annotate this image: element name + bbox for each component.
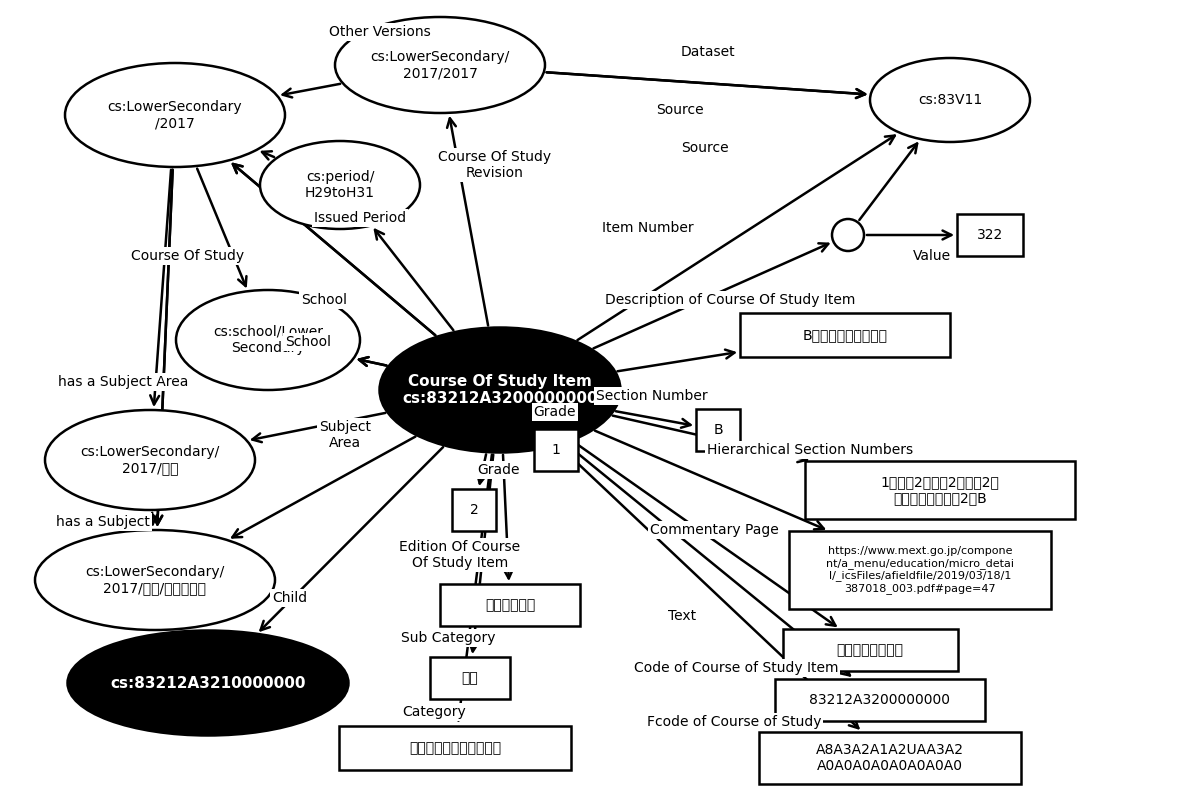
Ellipse shape [870, 58, 1030, 142]
Bar [782, 629, 958, 671]
Text: has a Subject Area: has a Subject Area [58, 375, 189, 389]
Bar [696, 409, 740, 451]
Bar [339, 726, 571, 770]
Text: cs:LowerSecondary/
2017/2017: cs:LowerSecondary/ 2017/2017 [370, 50, 509, 80]
Text: Sub Category: Sub Category [401, 631, 495, 645]
Ellipse shape [68, 631, 348, 735]
Text: A8A3A2A1A2UAA3A2
A0A0A0A0A0A0A0A0: A8A3A2A1A2UAA3A2 A0A0A0A0A0A0A0A0 [815, 743, 964, 773]
Text: Course Of Study
Revision: Course Of Study Revision [438, 150, 552, 180]
Text: cs:LowerSecondary/
2017/社会/地理的分野: cs:LowerSecondary/ 2017/社会/地理的分野 [85, 565, 224, 595]
Text: cs:83V11: cs:83V11 [918, 93, 982, 107]
Bar [789, 531, 1050, 609]
Bar [430, 657, 510, 699]
Text: B: B [713, 423, 723, 437]
Text: School: School [285, 335, 331, 349]
Text: 一部改正なし: 一部改正なし [484, 598, 535, 612]
Text: 322: 322 [977, 228, 1003, 242]
Ellipse shape [380, 328, 620, 452]
Text: Item Number: Item Number [602, 221, 694, 235]
Text: Source: Source [681, 141, 729, 155]
Text: Source: Source [656, 103, 704, 117]
Text: cs:period/
H29toH31: cs:period/ H29toH31 [305, 170, 375, 200]
Bar [775, 679, 985, 721]
Ellipse shape [832, 219, 864, 251]
Text: Text: Text [668, 609, 696, 623]
Text: cs:83212A3210000000: cs:83212A3210000000 [110, 675, 306, 691]
Text: Fcode of Course of Study: Fcode of Course of Study [647, 715, 821, 729]
Text: 目標及び内容（大項目）: 目標及び内容（大項目） [410, 741, 501, 755]
Text: Other Versions: Other Versions [329, 25, 431, 39]
Ellipse shape [176, 290, 360, 390]
Bar [534, 429, 578, 471]
Bar [758, 732, 1021, 784]
Text: https://www.mext.go.jp/compone
nt/a_menu/education/micro_detai
l/_icsFiles/afiel: https://www.mext.go.jp/compone nt/a_menu… [826, 546, 1014, 594]
Ellipse shape [335, 17, 545, 113]
Bar [452, 489, 496, 531]
Text: Edition Of Course
Of Study Item: Edition Of Course Of Study Item [400, 540, 521, 570]
Ellipse shape [34, 530, 275, 630]
Text: 2: 2 [470, 503, 478, 517]
Text: Value: Value [913, 249, 951, 263]
Bar [805, 461, 1075, 519]
Text: Grade: Grade [477, 463, 519, 477]
Ellipse shape [260, 141, 420, 229]
Bar [440, 584, 580, 626]
Text: Hierarchical Section Numbers: Hierarchical Section Numbers [707, 443, 913, 457]
Text: Course Of Study Item
cs:83212A3200000000: Course Of Study Item cs:83212A3200000000 [402, 374, 598, 406]
Text: Subject
Area: Subject Area [319, 420, 372, 450]
Text: School: School [301, 293, 347, 307]
Text: Course Of Study: Course Of Study [132, 249, 245, 263]
Text: Grade: Grade [534, 405, 576, 419]
Text: Section Number: Section Number [596, 389, 707, 403]
Text: cs:LowerSecondary
/2017: cs:LowerSecondary /2017 [108, 100, 242, 130]
Ellipse shape [65, 63, 285, 167]
Bar [957, 214, 1023, 256]
Text: 1章／第2章／第2節／第2／
［地理的分野］／2／B: 1章／第2章／第2節／第2／ ［地理的分野］／2／B [881, 475, 999, 505]
Text: 83212A3200000000: 83212A3200000000 [810, 693, 951, 707]
Text: Issued Period: Issued Period [313, 211, 406, 225]
Text: cs:LowerSecondary/
2017/社会: cs:LowerSecondary/ 2017/社会 [81, 445, 220, 475]
Text: Category: Category [402, 705, 465, 719]
Bar [740, 313, 950, 357]
Text: cs:school/Lower
Secondary: cs:school/Lower Secondary [212, 325, 323, 355]
Ellipse shape [45, 410, 255, 510]
Text: has a Subject: has a Subject [56, 515, 150, 529]
Text: Description of Course Of Study Item: Description of Course Of Study Item [605, 293, 855, 307]
Text: Child: Child [273, 591, 307, 605]
Text: 世界の様々な地域: 世界の様々な地域 [837, 643, 903, 657]
Text: 1: 1 [552, 443, 560, 457]
Text: Code of Course of Study Item: Code of Course of Study Item [634, 661, 838, 675]
Text: Dataset: Dataset [680, 45, 735, 59]
Text: 内容: 内容 [462, 671, 478, 685]
Text: B　世界の様々な地域: B 世界の様々な地域 [802, 328, 888, 342]
Text: Commentary Page: Commentary Page [649, 523, 779, 537]
